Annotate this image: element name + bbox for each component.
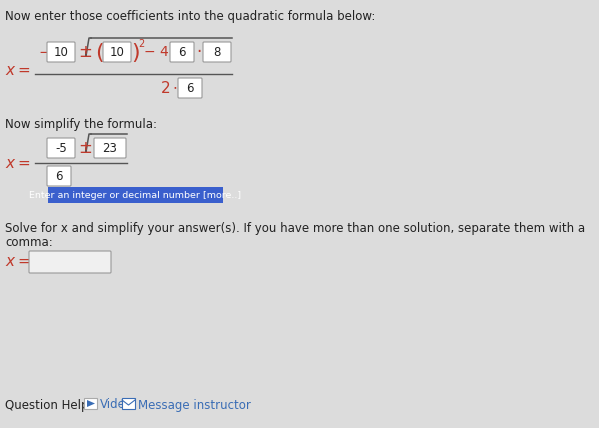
FancyBboxPatch shape: [170, 42, 194, 62]
Text: $x=$: $x=$: [5, 255, 31, 270]
Text: Message instructor: Message instructor: [138, 398, 251, 411]
FancyBboxPatch shape: [178, 78, 202, 98]
FancyBboxPatch shape: [94, 138, 126, 158]
Text: 2: 2: [138, 39, 144, 49]
Text: $x=$: $x=$: [5, 155, 31, 170]
Text: Enter an integer or decimal number [more..]: Enter an integer or decimal number [more…: [29, 190, 241, 199]
Text: 8: 8: [213, 45, 220, 59]
FancyBboxPatch shape: [47, 42, 75, 62]
FancyBboxPatch shape: [122, 398, 135, 409]
Text: Now simplify the formula:: Now simplify the formula:: [5, 118, 157, 131]
Text: 10: 10: [53, 45, 68, 59]
Polygon shape: [87, 400, 95, 407]
Text: comma:: comma:: [5, 236, 53, 249]
FancyBboxPatch shape: [84, 398, 97, 409]
Text: Solve for x and simplify your answer(s). If you have more than one solution, sep: Solve for x and simplify your answer(s).…: [5, 222, 585, 235]
Text: 10: 10: [110, 45, 125, 59]
FancyBboxPatch shape: [203, 42, 231, 62]
Text: 6: 6: [179, 45, 186, 59]
FancyBboxPatch shape: [48, 187, 223, 203]
Text: Video: Video: [100, 398, 133, 411]
FancyBboxPatch shape: [103, 42, 131, 62]
Text: ±: ±: [78, 43, 92, 61]
Text: − 4·: − 4·: [144, 45, 173, 59]
Text: ·: ·: [196, 43, 201, 61]
Text: 23: 23: [102, 142, 117, 155]
Text: $x=$: $x=$: [5, 62, 31, 77]
Text: 6: 6: [186, 81, 193, 95]
FancyBboxPatch shape: [47, 138, 75, 158]
Text: (: (: [95, 43, 104, 63]
Text: Question Help:: Question Help:: [5, 398, 92, 411]
Text: Now enter those coefficients into the quadratic formula below:: Now enter those coefficients into the qu…: [5, 10, 376, 23]
FancyBboxPatch shape: [47, 166, 71, 186]
Text: −: −: [38, 45, 51, 59]
Text: -5: -5: [55, 142, 67, 155]
Text: $2\cdot$: $2\cdot$: [160, 80, 178, 96]
FancyBboxPatch shape: [29, 251, 111, 273]
Text: 6: 6: [55, 169, 63, 182]
Text: ±: ±: [78, 139, 92, 157]
Text: ): ): [131, 43, 140, 63]
